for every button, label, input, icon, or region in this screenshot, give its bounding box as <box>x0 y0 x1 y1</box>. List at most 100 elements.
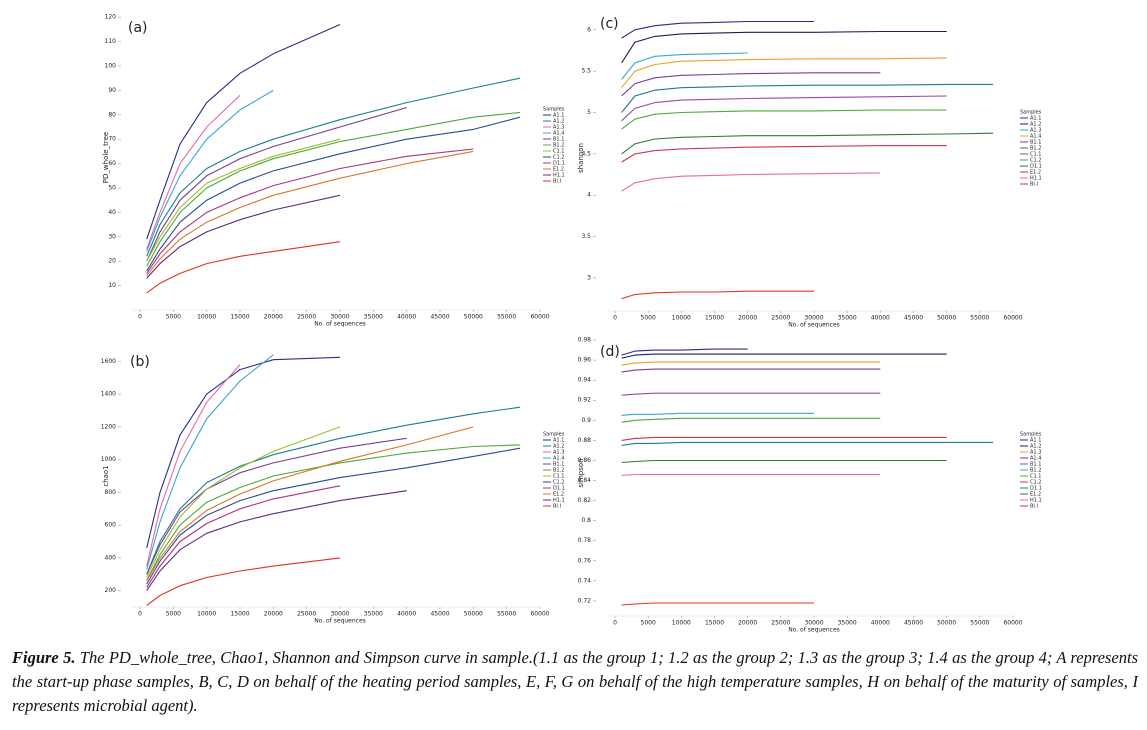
x-tick-label: 40000 <box>397 314 416 321</box>
legend-label: A1.2 <box>1030 122 1041 128</box>
x-tick-label: 5000 <box>166 611 181 618</box>
y-tick-label: 100 <box>105 63 117 70</box>
series-line <box>146 23 341 240</box>
y-tick-label: 0.8 <box>581 517 591 524</box>
x-tick-label: 15000 <box>705 620 724 627</box>
y-axis-label: PD_whole_tree <box>102 132 110 183</box>
x-tick-label: 40000 <box>871 315 890 322</box>
series-line <box>146 94 241 250</box>
y-tick-label: 4.5 <box>581 150 591 157</box>
x-tick-label: 25000 <box>771 315 790 322</box>
x-tick-label: 45000 <box>430 611 449 618</box>
legend-label: B1.1 <box>553 462 564 468</box>
legend-label: D1.1 <box>1030 486 1042 492</box>
x-tick-label: 40000 <box>397 611 416 618</box>
legend-label: BI.I <box>553 179 561 185</box>
y-tick-label: 0.94 <box>578 377 592 384</box>
x-tick-label: 55000 <box>970 620 989 627</box>
legend-label: B1.1 <box>1030 462 1041 468</box>
x-tick-label: 45000 <box>430 314 449 321</box>
y-tick-label: 50 <box>108 185 116 192</box>
y-tick-label: 0.86 <box>578 457 592 464</box>
x-axis-label: No. of sequences <box>314 618 366 625</box>
y-tick-label: 3.5 <box>581 233 591 240</box>
caption-text: The PD_whole_tree, Chao1, Shannon and Si… <box>12 648 1138 715</box>
legend-label: E1.2 <box>1030 170 1041 176</box>
series-line <box>621 602 814 606</box>
legend-label: D1.1 <box>553 486 565 492</box>
x-tick-label: 60000 <box>530 611 549 618</box>
x-tick-label: 60000 <box>530 314 549 321</box>
x-tick-label: 0 <box>613 315 617 322</box>
legend-label: B1.2 <box>1030 468 1041 474</box>
legend-label: A1.2 <box>553 444 564 450</box>
series-line <box>146 426 474 582</box>
series-line <box>146 148 474 274</box>
x-tick-label: 25000 <box>297 314 316 321</box>
y-tick-label: 1000 <box>101 456 116 463</box>
series-line <box>146 444 521 582</box>
y-tick-label: 80 <box>108 111 116 118</box>
x-tick-label: 5000 <box>641 620 656 627</box>
y-tick-label: 90 <box>108 87 116 94</box>
legend-label: B1.1 <box>1030 140 1041 146</box>
legend-label: C1.1 <box>553 474 564 480</box>
series-line <box>621 57 947 89</box>
legend-label: H1.1 <box>553 173 565 179</box>
x-tick-label: 15000 <box>705 315 724 322</box>
legend-title: Samples <box>543 107 565 113</box>
series-line <box>621 348 748 356</box>
legend-label: A1.1 <box>553 113 564 119</box>
series-line <box>621 172 881 192</box>
series-line <box>621 95 947 122</box>
x-tick-label: 25000 <box>771 620 790 627</box>
series-line <box>621 368 881 373</box>
series-line <box>621 145 947 163</box>
legend-label: A1.3 <box>1030 128 1041 134</box>
x-tick-label: 30000 <box>804 620 823 627</box>
series-line <box>146 106 407 262</box>
legend-label: C1.2 <box>553 155 564 161</box>
series-line <box>621 392 881 396</box>
x-tick-label: 0 <box>613 620 617 627</box>
y-tick-label: 1400 <box>101 391 116 398</box>
series-line <box>621 132 994 155</box>
series-line <box>621 20 814 39</box>
x-tick-label: 35000 <box>364 611 383 618</box>
y-tick-label: 0.72 <box>578 597 592 604</box>
series-line <box>146 354 274 570</box>
y-tick-label: 1200 <box>101 423 116 430</box>
x-axis-label: No. of sequences <box>788 322 840 329</box>
legend-label: A1.2 <box>1030 444 1041 450</box>
x-tick-label: 15000 <box>230 611 249 618</box>
series-line <box>621 109 947 130</box>
legend-label: H1.1 <box>553 498 565 504</box>
legend-label: E1.2 <box>1030 492 1041 498</box>
legend-title: Samples <box>1020 110 1042 116</box>
x-tick-label: 5000 <box>641 315 656 322</box>
x-axis-label: No. of sequences <box>788 627 840 634</box>
series-line <box>146 447 521 585</box>
panel-label: (b) <box>130 354 150 370</box>
legend-label: A1.3 <box>553 450 564 456</box>
legend-label: A1.3 <box>1030 450 1041 456</box>
x-tick-label: 5000 <box>166 314 181 321</box>
series-line <box>621 361 881 366</box>
y-tick-label: 0.82 <box>578 497 592 504</box>
series-line <box>146 111 521 267</box>
y-tick-label: 0.78 <box>578 537 592 544</box>
y-tick-label: 5 <box>587 109 591 116</box>
panel-label: (a) <box>128 20 148 36</box>
legend-label: A1.4 <box>553 456 564 462</box>
legend-label: E1.2 <box>553 492 564 498</box>
y-tick-label: 30 <box>108 233 116 240</box>
legend-label: B1.2 <box>1030 146 1041 152</box>
x-tick-label: 0 <box>138 314 142 321</box>
legend-label: BI.I <box>553 504 561 510</box>
series-line <box>146 138 341 262</box>
y-tick-label: 0.84 <box>578 477 592 484</box>
y-tick-label: 600 <box>105 522 117 529</box>
y-tick-label: 0.98 <box>578 337 592 344</box>
